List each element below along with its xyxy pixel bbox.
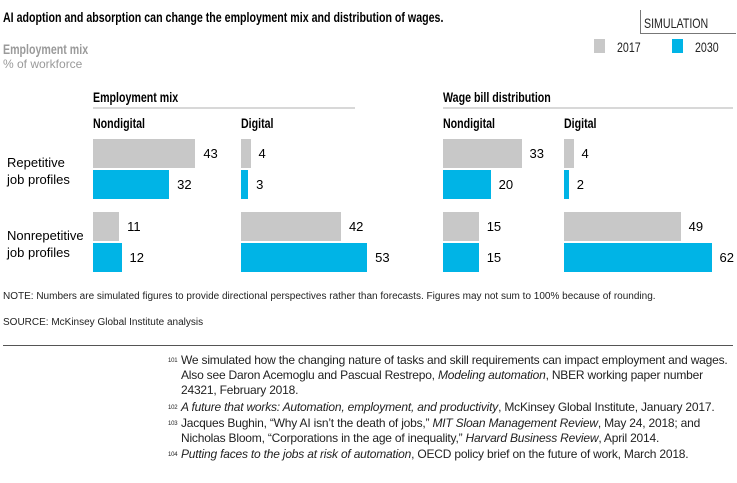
- footnote-number: 104: [168, 452, 178, 458]
- bar-2017: [93, 139, 196, 168]
- panel-title: Employment mix: [93, 89, 179, 105]
- footnote-text: A future that works: Automation, employm…: [181, 400, 733, 415]
- row-label-line: job profiles: [7, 172, 70, 187]
- footnote: 104 Putting faces to the jobs at risk of …: [168, 447, 733, 462]
- row-label-nonrepetitive: Nonrepetitive job profiles: [7, 227, 84, 261]
- bar-2030: [564, 243, 712, 272]
- footnote: 103 Jacques Bughin, “Why AI isn’t the dea…: [168, 416, 733, 446]
- footnote-segment: , NBER working paper number 24321, Febru…: [181, 368, 703, 397]
- footnote: 102 A future that works: Automation, empl…: [168, 400, 733, 415]
- data-label: 32: [177, 177, 192, 192]
- chart-title: AI adoption and absorption can change th…: [3, 9, 444, 25]
- data-label: 43: [203, 146, 218, 161]
- footnote-text: Jacques Bughin, “Why AI isn’t the death …: [181, 416, 733, 446]
- badge-underline: [640, 33, 736, 34]
- row-label-line: job profiles: [7, 245, 70, 260]
- bar-2030: [443, 243, 479, 272]
- bar-2017: [443, 139, 522, 168]
- data-label: 15: [486, 250, 502, 265]
- data-label: 33: [529, 146, 544, 161]
- footnote-text: We simulated how the changing nature of …: [181, 353, 733, 398]
- data-label: 12: [129, 250, 145, 265]
- footnote-segment: We simulated how the changing nature of …: [181, 353, 728, 382]
- bar-2030: [93, 243, 122, 272]
- bar-2017: [564, 139, 574, 168]
- data-label: 2: [576, 177, 584, 192]
- footnote-segment: , May 24, 2018; and Nicholas Bloom, “Cor…: [181, 416, 701, 445]
- citation-title: A future that works: Automation, employm…: [181, 400, 499, 414]
- data-label: 62: [719, 250, 735, 265]
- bar-2030: [443, 170, 491, 199]
- bar-2017: [93, 212, 120, 241]
- data-label: 15: [486, 219, 502, 234]
- legend-label-2030: 2030: [695, 39, 719, 55]
- bar-2030: [93, 170, 170, 199]
- group-label: Digital: [564, 115, 597, 131]
- group-label: Nondigital: [443, 115, 496, 131]
- bar-2017: [241, 212, 341, 241]
- group-label: Digital: [241, 115, 274, 131]
- chart-note: NOTE: Numbers are simulated figures to p…: [3, 291, 656, 302]
- data-label: 3: [256, 177, 264, 192]
- bar-2017: [564, 212, 681, 241]
- data-label: 4: [258, 146, 266, 161]
- footnote-number: 101: [168, 358, 178, 364]
- row-label-line: Repetitive: [7, 155, 65, 170]
- citation-title: Modeling automation: [437, 368, 546, 382]
- chart-unit: % of workforce: [3, 57, 83, 71]
- footnote-segment: Jacques Bughin, “Why AI isn’t the death …: [181, 416, 433, 430]
- legend-swatch-2017: [594, 39, 605, 53]
- row-label-repetitive: Repetitive job profiles: [7, 154, 70, 188]
- bar-2017: [443, 212, 479, 241]
- data-label: 53: [375, 250, 390, 265]
- data-label: 20: [498, 177, 514, 192]
- panel-rule: [93, 107, 355, 109]
- chart-source: SOURCE: McKinsey Global Institute analys…: [3, 317, 204, 328]
- data-label: 49: [688, 219, 704, 234]
- footnote-text: Putting faces to the jobs at risk of aut…: [181, 447, 733, 462]
- legend-label-2017: 2017: [617, 39, 641, 55]
- group-label: Nondigital: [93, 115, 146, 131]
- legend-swatch-2030: [672, 39, 683, 53]
- data-label: 4: [581, 146, 589, 161]
- footnote-number: 102: [168, 405, 178, 411]
- footnote-segment: , OECD policy brief on the future of wor…: [411, 447, 689, 461]
- footnote-segment: , April 2014.: [598, 431, 660, 445]
- footnote-number: 103: [168, 421, 178, 427]
- footnote: 101 We simulated how the changing nature …: [168, 353, 733, 398]
- badge-divider: [640, 10, 641, 33]
- citation-title: Harvard Business Review: [465, 431, 599, 445]
- data-label: 11: [127, 219, 141, 234]
- bar-2030: [241, 243, 368, 272]
- bar-2030: [564, 170, 569, 199]
- panel-title: Wage bill distribution: [443, 89, 551, 105]
- bar-2017: [241, 139, 251, 168]
- chart-subtitle: Employment mix: [3, 41, 89, 57]
- panel-rule: [443, 107, 733, 109]
- footnote-segment: , McKinsey Global Institute, January 201…: [498, 400, 715, 414]
- row-label-line: Nonrepetitive: [7, 228, 84, 243]
- citation-title: Putting faces to the jobs at risk of aut…: [181, 447, 412, 461]
- divider: [3, 345, 733, 346]
- simulation-badge: SIMULATION: [644, 15, 709, 31]
- data-label: 42: [348, 219, 364, 234]
- bar-2030: [241, 170, 249, 199]
- citation-title: MIT Sloan Management Review: [432, 416, 598, 430]
